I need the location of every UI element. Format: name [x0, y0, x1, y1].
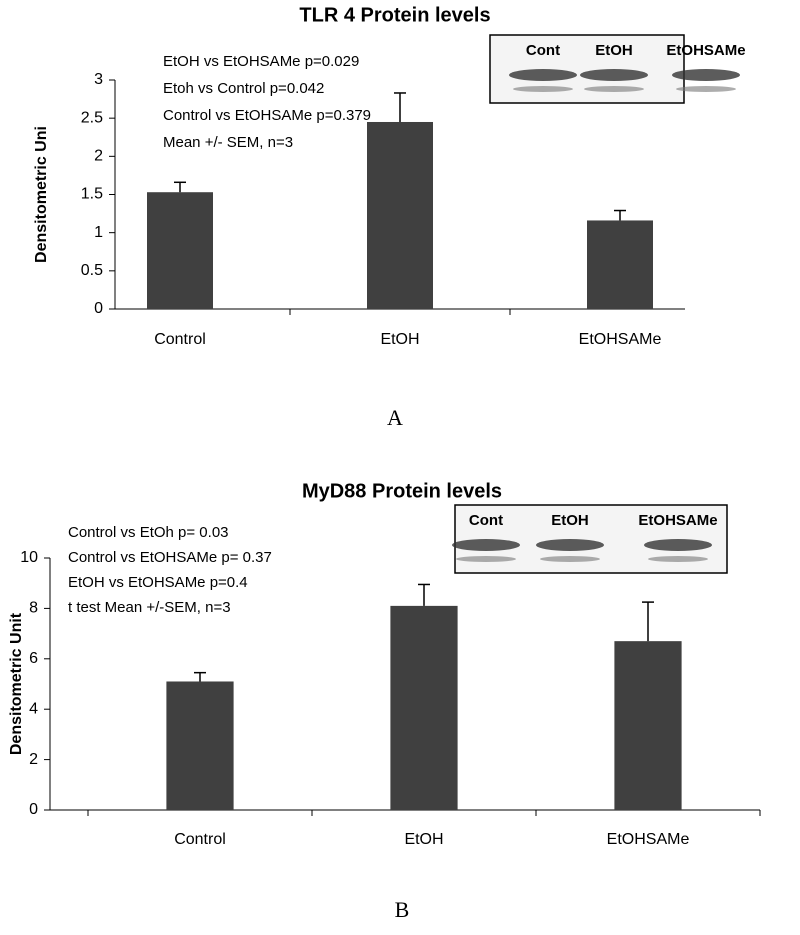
blot-band: [452, 539, 520, 551]
annotation: Mean +/- SEM, n=3: [163, 134, 293, 151]
y-tick-label: 0: [94, 300, 103, 317]
x-tick-label: EtOHSAMe: [607, 831, 690, 848]
blot-band: [644, 539, 712, 551]
annotation: Etoh vs Control p=0.042: [163, 80, 324, 97]
blot-label: Cont: [526, 42, 560, 59]
annotation: t test Mean +/-SEM, n=3: [68, 599, 231, 616]
y-tick-label: 2: [94, 148, 103, 165]
annotation: Control vs EtOHSAMe p= 0.37: [68, 549, 272, 566]
bar: [614, 641, 682, 810]
y-tick-label: 4: [29, 700, 38, 717]
blot-band: [513, 86, 573, 92]
blot-band: [456, 556, 516, 562]
blot-label: EtOHSAMe: [666, 42, 745, 59]
y-axis-label: Densitometric Uni: [33, 126, 50, 263]
blot-band: [672, 69, 740, 81]
blot-label: EtOH: [551, 512, 589, 529]
annotation: Control vs EtOHSAMe p=0.379: [163, 107, 371, 124]
y-tick-label: 2: [29, 751, 38, 768]
annotation: Control vs EtOh p= 0.03: [68, 524, 229, 541]
x-tick-label: EtOH: [380, 331, 419, 348]
blot-band: [536, 539, 604, 551]
blot-band: [509, 69, 577, 81]
chart-title: MyD88 Protein levels: [302, 480, 502, 502]
y-tick-label: 0.5: [81, 262, 103, 279]
blot-band: [676, 86, 736, 92]
blot-band: [580, 69, 648, 81]
annotation: EtOH vs EtOHSAMe p=0.029: [163, 53, 359, 70]
y-tick-label: 6: [29, 650, 38, 667]
blot-band: [540, 556, 600, 562]
bar: [367, 121, 433, 309]
y-axis-label: Densitometric Unit: [8, 612, 25, 755]
bar: [147, 192, 213, 309]
blot-band: [648, 556, 708, 562]
y-tick-label: 2.5: [81, 109, 103, 126]
x-tick-label: EtOH: [404, 831, 443, 848]
y-tick-label: 8: [29, 600, 38, 617]
y-tick-label: 1.5: [81, 186, 103, 203]
annotation: EtOH vs EtOHSAMe p=0.4: [68, 574, 248, 591]
y-tick-label: 0: [29, 801, 38, 818]
y-tick-label: 3: [94, 71, 103, 88]
blot-label: EtOHSAMe: [638, 512, 717, 529]
x-tick-label: EtOHSAMe: [579, 331, 662, 348]
x-tick-label: Control: [174, 831, 226, 848]
blot-label: Cont: [469, 512, 503, 529]
bar: [166, 681, 234, 810]
y-tick-label: 1: [94, 224, 103, 241]
blot-label: EtOH: [595, 42, 633, 59]
chart-title: TLR 4 Protein levels: [299, 4, 490, 26]
blot-band: [584, 86, 644, 92]
bar: [587, 220, 653, 309]
y-tick-label: 10: [20, 549, 38, 566]
bar: [390, 605, 458, 810]
blot-frame: [489, 34, 685, 104]
panel-label: A: [387, 405, 403, 430]
panel-label: B: [395, 897, 410, 922]
x-tick-label: Control: [154, 331, 206, 348]
